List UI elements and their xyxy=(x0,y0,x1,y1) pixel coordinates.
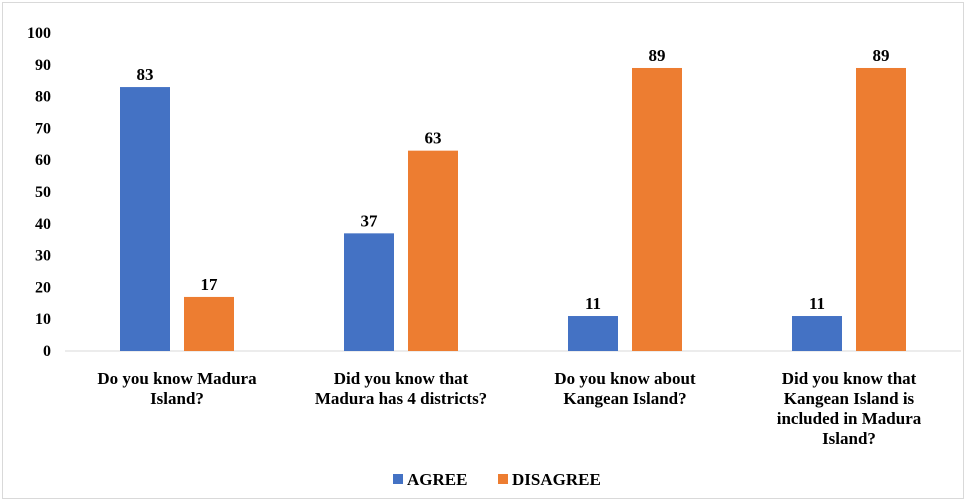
y-tick-label: 80 xyxy=(35,89,51,106)
bar-agree xyxy=(344,233,394,351)
bar-agree xyxy=(792,316,842,351)
x-tick-label: Did you know that Madura has 4 districts? xyxy=(315,369,487,408)
y-tick-label: 40 xyxy=(35,216,51,233)
bar-disagree xyxy=(408,150,458,351)
y-tick-label: 10 xyxy=(35,311,51,328)
bar-agree xyxy=(120,87,170,351)
y-tick-label: 100 xyxy=(27,25,51,42)
y-tick-label: 0 xyxy=(43,343,51,360)
y-tick-label: 50 xyxy=(35,184,51,201)
x-tick-label: Did you know that Kangean Island is includ… xyxy=(777,369,922,448)
legend-swatch-agree xyxy=(393,474,403,484)
bar-chart: 0 10 20 30 40 50 60 70 80 90 100 83 17 Do you know Ma… xyxy=(27,25,961,489)
legend-swatch-disagree xyxy=(498,474,508,484)
data-label: 83 xyxy=(137,65,154,84)
data-label: 89 xyxy=(873,46,890,65)
y-tick-label: 70 xyxy=(35,120,51,137)
data-label: 63 xyxy=(425,129,442,148)
bar-disagree xyxy=(632,67,682,351)
legend-label: DISAGREE xyxy=(512,470,601,489)
data-label: 11 xyxy=(585,294,601,313)
bar-disagree xyxy=(856,67,906,351)
bar-agree xyxy=(568,316,618,351)
x-tick-label: Do you know about Kangean Island? xyxy=(554,369,696,408)
y-tick-label: 20 xyxy=(35,279,51,296)
data-label: 11 xyxy=(809,294,825,313)
data-label: 17 xyxy=(201,275,219,294)
bar-disagree xyxy=(184,296,234,351)
y-tick-label: 90 xyxy=(35,57,51,74)
y-tick-label: 30 xyxy=(35,248,51,265)
data-label: 37 xyxy=(361,211,379,230)
x-tick-label: Do you know Madura Island? xyxy=(97,369,257,408)
y-tick-label: 60 xyxy=(35,152,51,169)
data-label: 89 xyxy=(649,46,666,65)
legend-label: AGREE xyxy=(407,470,467,489)
